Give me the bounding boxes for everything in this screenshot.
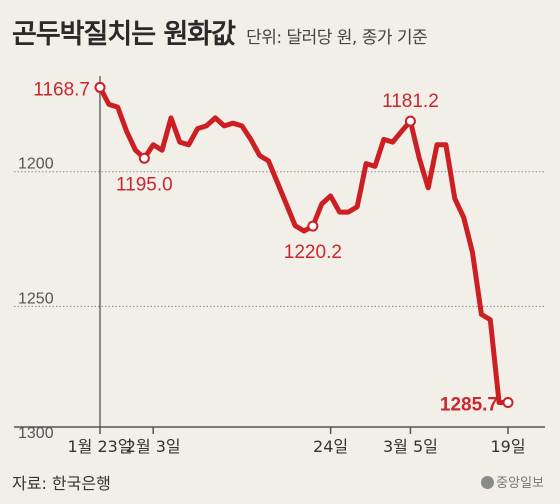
x-tick-label: 1월 23일 xyxy=(67,437,132,456)
unit-note: 단위: 달러당 원, 종가 기준 xyxy=(246,28,428,48)
data-point-marker xyxy=(502,396,514,408)
data-point-marker xyxy=(307,220,319,232)
data-point-marker xyxy=(138,152,150,164)
source-note: 자료: 한국은행 xyxy=(12,474,111,493)
data-point-marker xyxy=(94,81,106,93)
data-label: 1220.2 xyxy=(284,242,342,263)
series-line xyxy=(97,84,511,405)
logo-text: 중앙일보 xyxy=(496,476,544,491)
y-tick-label: 1200 xyxy=(18,156,54,173)
data-label: 1168.7 xyxy=(33,79,90,100)
logo-mark-icon xyxy=(481,476,495,489)
y-tick-label: 1300 xyxy=(18,425,54,442)
x-tick-label: 19일 xyxy=(490,437,525,456)
x-tick-label: 3월 5일 xyxy=(383,437,438,456)
publisher-logo: 중앙일보 xyxy=(481,472,544,491)
data-point-marker xyxy=(404,115,416,127)
data-label: 1195.0 xyxy=(116,174,173,195)
chart-title: 곤두박질치는 원화값 xyxy=(12,19,236,50)
y-tick-label: 1250 xyxy=(18,290,54,307)
data-label: 1285.7 xyxy=(440,394,498,415)
data-label: 1181.2 xyxy=(382,91,439,112)
title-row: 곤두박질치는 원화값 단위: 달러당 원, 종가 기준 xyxy=(12,12,428,51)
x-tick-label: 24일 xyxy=(313,437,348,456)
x-tick-label: 2월 3일 xyxy=(126,437,181,456)
